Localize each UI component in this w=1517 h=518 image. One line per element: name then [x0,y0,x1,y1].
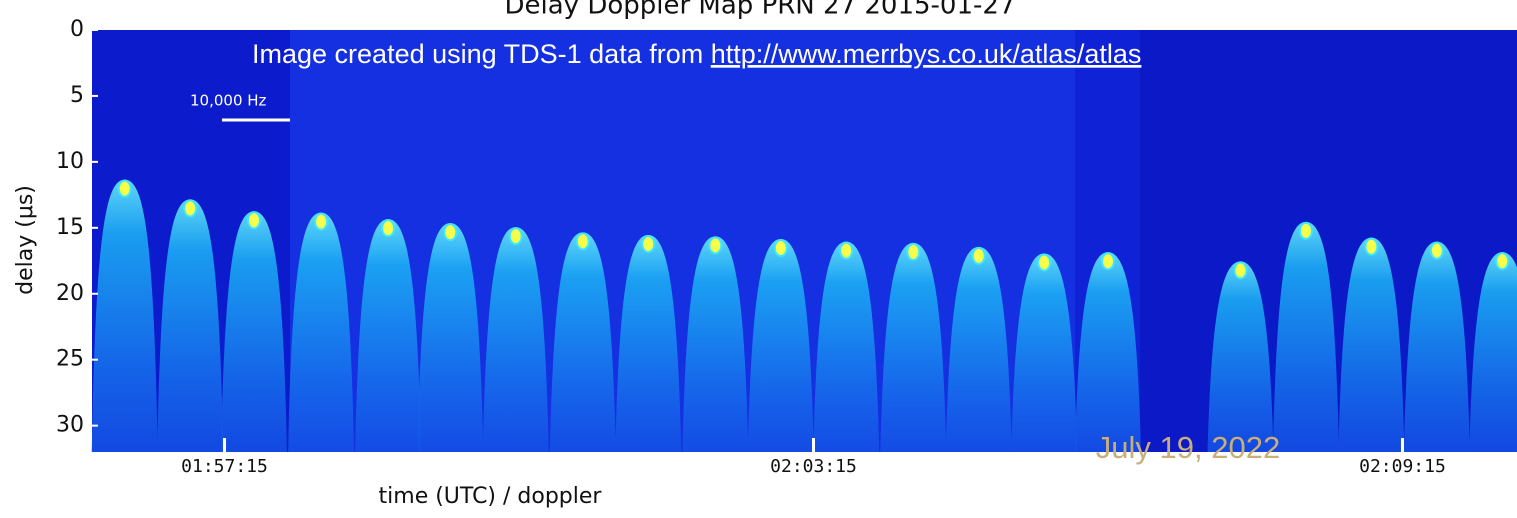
x-axis-label: time (UTC) / doppler [379,484,603,509]
doppler-arc [615,235,682,452]
y-tick-label: 30 [56,413,84,438]
peak-spot [641,235,656,253]
peak-spot [839,241,854,260]
doppler-arc [945,246,1012,452]
doppler-arc [880,242,947,452]
y-tick-label: 25 [56,347,84,372]
doppler-arc [1207,261,1274,452]
doppler-arc [1272,221,1339,452]
peak-spot [971,246,986,265]
peak-spot [246,211,261,230]
annotation: Image created using TDS-1 data from http… [252,39,1141,69]
peak-spot [381,219,396,238]
doppler-arc [91,179,158,453]
peak-spot [906,242,921,261]
doppler-arc [1338,237,1405,452]
doppler-arc [417,223,484,452]
peak-spot [1233,261,1248,280]
y-axis-label: delay (μs) [13,185,38,295]
peak-spot [1495,252,1510,271]
annotation-link[interactable]: http://www.merrbys.co.uk/atlas/atlas [711,39,1142,69]
doppler-arc [813,241,880,452]
peak-spot [1100,252,1115,271]
doppler-arc [1403,241,1470,452]
doppler-arc [288,212,355,452]
x-tick-label: 02:09:15 [1359,456,1446,477]
watermark: July 19, 2022 [1096,430,1280,465]
peak-spot [575,232,590,251]
x-tick-label: 02:03:15 [770,456,857,477]
y-tick-label: 20 [56,281,84,306]
peak-spot [1298,221,1313,240]
peak-spot [1364,237,1379,256]
doppler-arc [1469,252,1517,452]
doppler-arc [355,219,422,452]
y-tick-label: 0 [70,17,84,42]
annotation-text: Image created using TDS-1 data from [252,39,703,69]
y-tick-label: 15 [56,215,84,240]
peak-spot [443,223,458,242]
peak-spot [183,199,198,218]
doppler-arc [1011,253,1078,452]
doppler-arc [220,211,287,452]
peak-spot [1037,253,1052,272]
peak-spot [708,236,723,255]
peak-spot [314,212,329,231]
doppler-arc [1074,252,1141,452]
doppler-arc [549,232,616,452]
doppler-arc [682,236,749,452]
doppler-arc [157,199,224,452]
peak-spot [1429,241,1444,260]
scale-bar-label: 10,000 Hz [190,92,267,110]
y-tick-label: 5 [70,83,84,108]
doppler-arc [482,227,549,452]
y-tick-label: 10 [56,149,84,174]
peak-spot [117,179,132,198]
x-tick-label: 01:57:15 [181,456,268,477]
doppler-arc [747,238,814,452]
marks [91,179,1517,453]
peak-spot [773,238,788,257]
peak-spot [508,227,523,246]
chart-title: Delay Doppler Map PRN 27 2015-01-27 [505,0,1016,21]
